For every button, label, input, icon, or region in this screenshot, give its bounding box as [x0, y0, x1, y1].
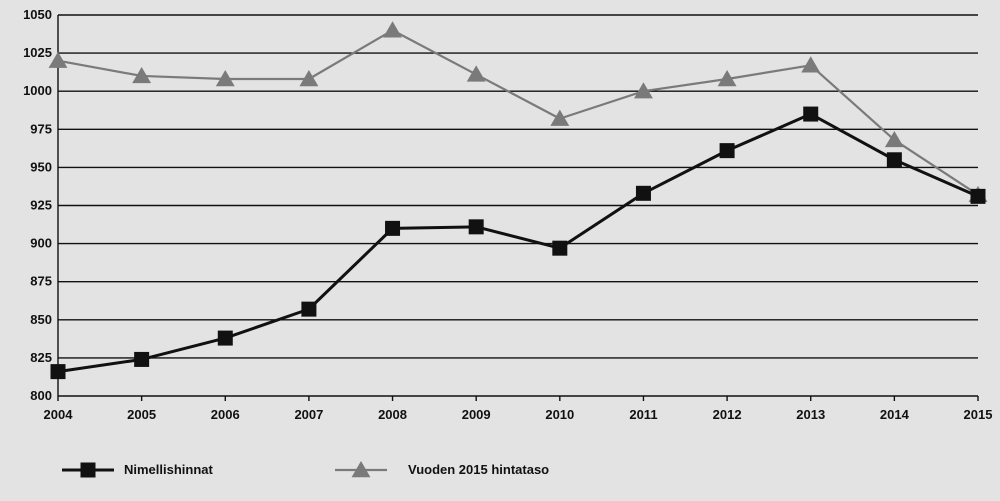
data-point-triangle — [884, 130, 904, 148]
x-tick-label: 2006 — [211, 407, 240, 422]
legend-marker-square — [80, 462, 96, 478]
data-point-triangle — [801, 56, 821, 73]
series-line-vuoden-2015-hintataso — [57, 29, 979, 196]
data-point-square — [385, 220, 401, 236]
series-line-nimellishinnat — [57, 112, 979, 374]
data-point-square — [886, 152, 902, 168]
x-tick-label: 2009 — [462, 407, 491, 422]
y-tick-label: 825 — [30, 350, 52, 365]
y-tick-label: 950 — [30, 159, 52, 174]
legend-label: Nimellishinnat — [124, 462, 214, 477]
data-point-triangle — [550, 109, 570, 126]
y-tick-label: 800 — [30, 388, 52, 403]
x-tick-label: 2011 — [629, 407, 657, 422]
data-point-triangle — [634, 82, 653, 99]
x-tick-label: 2004 — [44, 407, 74, 422]
x-tick-label: 2008 — [378, 407, 407, 422]
data-point-triangle — [48, 51, 68, 68]
data-point-triangle — [132, 66, 152, 84]
y-tick-label: 1000 — [23, 83, 52, 98]
x-tick-label: 2014 — [880, 407, 910, 422]
axis-layer: 800 825 850 875 900 925 950 975 1000 1025 1050 2004… — [23, 7, 992, 422]
data-point-square — [552, 240, 568, 256]
x-tick-label: 2015 — [964, 407, 993, 422]
y-tick-label: 900 — [30, 236, 52, 251]
y-tick-label: 975 — [30, 121, 52, 136]
grid-layer — [58, 14, 978, 397]
data-point-square — [635, 185, 651, 201]
y-tick-label: 925 — [30, 198, 52, 213]
data-point-triangle — [383, 21, 402, 38]
data-point-triangle — [466, 65, 486, 82]
legend-marker-triangle — [351, 461, 371, 478]
y-tick-label: 1025 — [23, 45, 52, 60]
data-point-square — [719, 143, 735, 159]
series-layer — [48, 21, 988, 380]
x-tick-label: 2010 — [545, 407, 574, 422]
data-point-square — [50, 364, 66, 380]
data-point-square — [301, 301, 317, 317]
x-tick-label: 2005 — [127, 407, 156, 422]
y-tick-label: 850 — [30, 312, 52, 327]
data-point-triangle — [215, 70, 235, 87]
data-point-triangle — [299, 70, 319, 87]
x-tick-label: 2012 — [713, 407, 742, 422]
y-tick-label: 875 — [30, 274, 52, 289]
data-point-square — [217, 330, 233, 346]
data-point-square — [970, 188, 986, 204]
data-point-square — [134, 351, 150, 367]
data-point-square — [468, 219, 484, 235]
x-tick-label: 2013 — [796, 407, 825, 422]
x-tick-label: 2007 — [294, 407, 323, 422]
legend: Nimellishinnat Vuoden 2015 hintataso — [62, 461, 549, 478]
y-tick-label: 1050 — [23, 7, 52, 22]
data-point-triangle — [717, 70, 737, 87]
legend-label: Vuoden 2015 hintataso — [408, 462, 549, 477]
data-point-square — [803, 106, 819, 122]
